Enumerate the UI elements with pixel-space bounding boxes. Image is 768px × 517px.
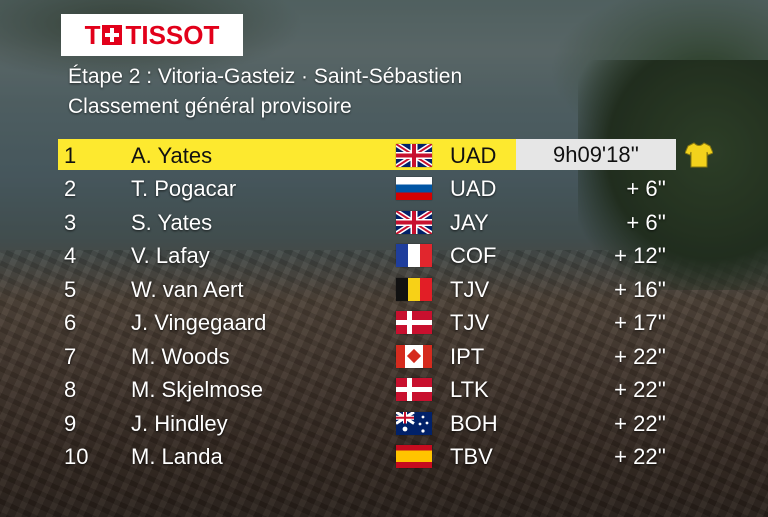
rank: 5 <box>64 276 77 302</box>
be-flag-icon <box>396 277 432 301</box>
team-code: IPT <box>450 343 485 369</box>
logo-prefix: T <box>84 19 101 50</box>
standings-row: 5 W. van Aert TJV + 16'' <box>58 273 718 307</box>
rider-name: V. Lafay <box>131 243 210 268</box>
rank: 4 <box>64 243 77 268</box>
classification-subtitle: Classement général provisoire <box>68 95 352 118</box>
team-code: UAD <box>450 176 497 201</box>
standings-row: 3 S. Yates JAY + 6'' <box>58 206 718 240</box>
rider-name: J. Hindley <box>131 410 228 436</box>
time-gap: + 22'' <box>614 444 666 469</box>
team-code: JAY <box>450 209 489 235</box>
green-hill <box>578 60 768 290</box>
standings-row: 7 M. Woods IPT + 22'' <box>58 340 718 374</box>
si-flag-icon <box>396 177 432 200</box>
standings-row: 10 M. Landa TBV + 22'' <box>58 440 718 474</box>
team-code: COF <box>450 243 497 268</box>
ca-flag-icon <box>396 344 432 368</box>
au-flag-icon <box>395 410 432 435</box>
rank: 10 <box>64 444 89 469</box>
standings-row: 8 M. Skjelmose LTK + 22'' <box>58 373 718 407</box>
time-gap: + 17'' <box>614 310 666 335</box>
rider-name: M. Skjelmose <box>131 377 264 402</box>
rank: 3 <box>64 209 77 235</box>
time-gap: + 22'' <box>614 410 666 436</box>
team-code: BOH <box>450 410 498 436</box>
standings-row: 9 J. Hindley BOH + 22'' <box>58 407 718 441</box>
rider-name: J. Vingegaard <box>131 310 267 335</box>
rank: 8 <box>64 377 77 402</box>
rank: 9 <box>64 410 77 436</box>
rider-name: M. Landa <box>131 444 223 469</box>
swiss-cross-icon <box>102 25 123 45</box>
standings-table: 1 A. Yates UAD 9h09'18'' 2 T. Pogacar UA… <box>58 139 718 474</box>
standings-row: 2 T. Pogacar UAD + 6'' <box>58 172 718 206</box>
yellow-jersey-icon <box>684 142 714 168</box>
rider-name: M. Woods <box>131 343 230 369</box>
standings-row-leader: 1 A. Yates UAD 9h09'18'' <box>58 139 714 170</box>
stage-title: Étape 2 : Vitoria-Gasteiz · Saint-Sébast… <box>68 65 463 88</box>
time-gap: + 12'' <box>614 243 666 268</box>
rank: 7 <box>64 343 77 369</box>
dk-flag-icon <box>396 378 432 401</box>
fr-flag-icon <box>396 244 432 267</box>
leader-time: 9h09'18'' <box>516 139 676 170</box>
time-gap: + 22'' <box>614 377 666 402</box>
team-code: TJV <box>450 310 490 335</box>
tissot-logo: T TISSOT <box>61 14 243 56</box>
time-gap: + 16'' <box>614 276 666 302</box>
time-gap: + 6'' <box>626 209 666 235</box>
time-gap: + 22'' <box>614 343 666 369</box>
team-code: UAD <box>450 143 497 168</box>
rank: 2 <box>64 176 77 201</box>
rank: 6 <box>64 310 77 335</box>
team-code: LTK <box>450 377 489 402</box>
dk-flag-icon <box>396 311 432 334</box>
standings-row: 6 J. Vingegaard TJV + 17'' <box>58 306 718 340</box>
rider-name: W. van Aert <box>131 276 244 302</box>
rider-name: S. Yates <box>131 209 213 235</box>
gb-flag-icon <box>396 210 432 234</box>
city-rooftops <box>0 250 768 517</box>
rider-name: T. Pogacar <box>131 176 237 201</box>
team-code: TJV <box>450 276 490 302</box>
time-gap: + 6'' <box>626 176 666 201</box>
es-flag-icon <box>396 445 432 468</box>
team-code: TBV <box>450 444 493 469</box>
logo-text: TISSOT <box>125 19 220 50</box>
rank: 1 <box>64 143 77 168</box>
gb-flag-icon <box>396 144 432 167</box>
standings-row: 4 V. Lafay COF + 12'' <box>58 239 718 273</box>
rider-name: A. Yates <box>131 143 213 168</box>
